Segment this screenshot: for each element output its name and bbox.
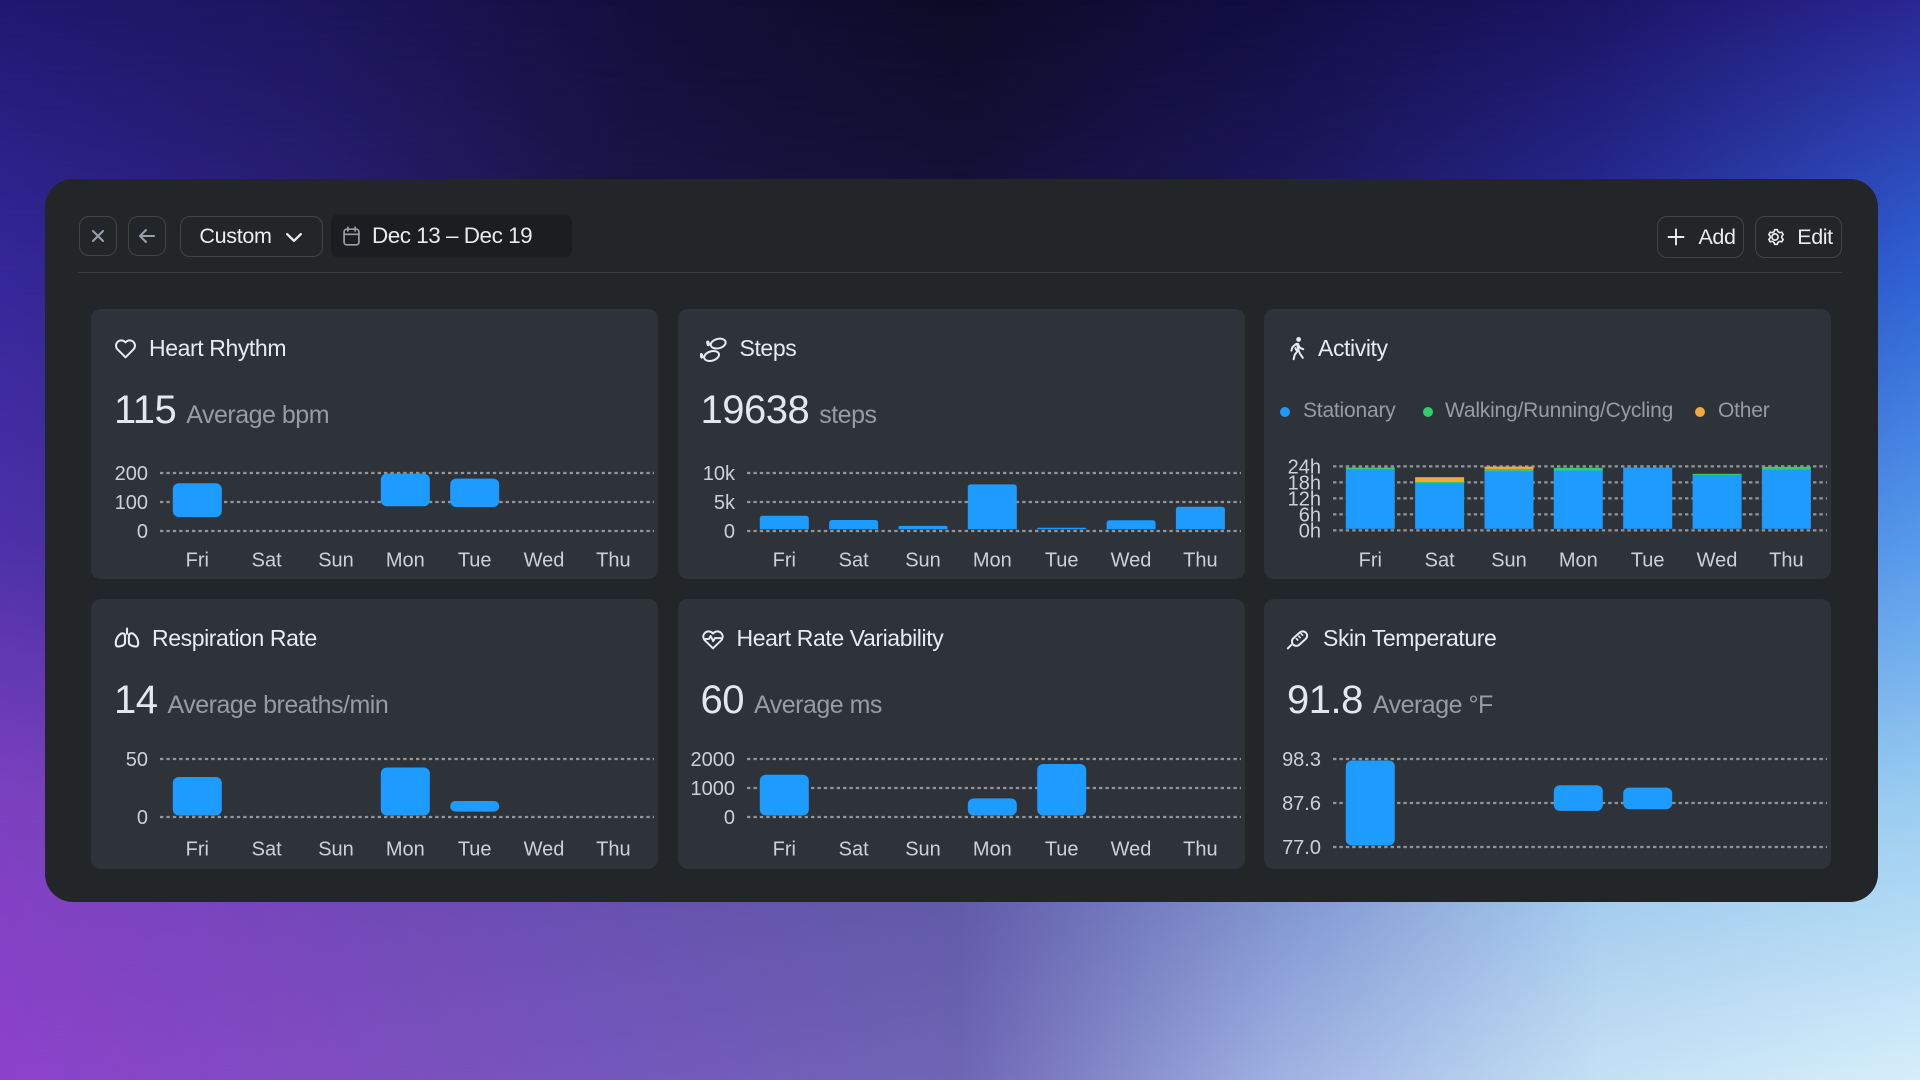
svg-text:100: 100: [115, 492, 148, 514]
svg-text:77.0: 77.0: [1282, 837, 1321, 859]
svg-text:Sun: Sun: [318, 839, 354, 861]
svg-text:Wed: Wed: [524, 550, 565, 572]
svg-text:Fri: Fri: [186, 839, 209, 861]
svg-text:0: 0: [137, 807, 148, 829]
svg-text:Wed: Wed: [1110, 550, 1151, 572]
svg-text:24h: 24h: [1288, 456, 1321, 478]
svg-text:50: 50: [126, 749, 148, 771]
svg-text:Fri: Fri: [1359, 550, 1382, 572]
svg-text:0: 0: [723, 807, 734, 829]
svg-text:Sat: Sat: [252, 550, 282, 572]
svg-text:Tue: Tue: [1044, 839, 1078, 861]
svg-text:6h: 6h: [1299, 504, 1321, 526]
svg-text:10k: 10k: [702, 463, 735, 485]
svg-text:Thu: Thu: [1183, 839, 1217, 861]
svg-text:98.3: 98.3: [1282, 749, 1321, 771]
svg-text:2000: 2000: [690, 749, 735, 771]
svg-text:Sun: Sun: [905, 839, 941, 861]
svg-text:Mon: Mon: [386, 550, 425, 572]
svg-text:1000: 1000: [690, 778, 735, 800]
svg-text:Mon: Mon: [972, 839, 1011, 861]
svg-text:Fri: Fri: [772, 839, 795, 861]
svg-text:Thu: Thu: [1769, 550, 1803, 572]
svg-text:12h: 12h: [1288, 488, 1321, 510]
svg-text:Tue: Tue: [458, 550, 492, 572]
svg-text:Mon: Mon: [1559, 550, 1598, 572]
svg-text:Fri: Fri: [186, 550, 209, 572]
svg-text:Sat: Sat: [838, 550, 868, 572]
svg-text:0: 0: [723, 521, 734, 543]
svg-text:Thu: Thu: [1183, 550, 1217, 572]
svg-text:0: 0: [137, 521, 148, 543]
svg-text:Mon: Mon: [972, 550, 1011, 572]
svg-text:87.6: 87.6: [1282, 793, 1321, 815]
svg-text:Sat: Sat: [252, 839, 282, 861]
svg-text:200: 200: [115, 463, 148, 485]
svg-text:Mon: Mon: [386, 839, 425, 861]
svg-text:18h: 18h: [1288, 472, 1321, 494]
svg-text:Sun: Sun: [1491, 550, 1527, 572]
svg-text:5k: 5k: [713, 492, 735, 514]
svg-text:Thu: Thu: [596, 839, 630, 861]
svg-text:Wed: Wed: [1697, 550, 1738, 572]
svg-text:0h: 0h: [1299, 520, 1321, 542]
svg-text:Sat: Sat: [838, 839, 868, 861]
svg-text:Tue: Tue: [1631, 550, 1665, 572]
svg-text:Fri: Fri: [772, 550, 795, 572]
svg-text:Sat: Sat: [1425, 550, 1455, 572]
svg-text:Wed: Wed: [524, 839, 565, 861]
svg-text:Tue: Tue: [458, 839, 492, 861]
svg-text:Tue: Tue: [1044, 550, 1078, 572]
svg-text:Sun: Sun: [905, 550, 941, 572]
svg-text:Sun: Sun: [318, 550, 354, 572]
svg-text:Wed: Wed: [1110, 839, 1151, 861]
svg-text:Thu: Thu: [596, 550, 630, 572]
